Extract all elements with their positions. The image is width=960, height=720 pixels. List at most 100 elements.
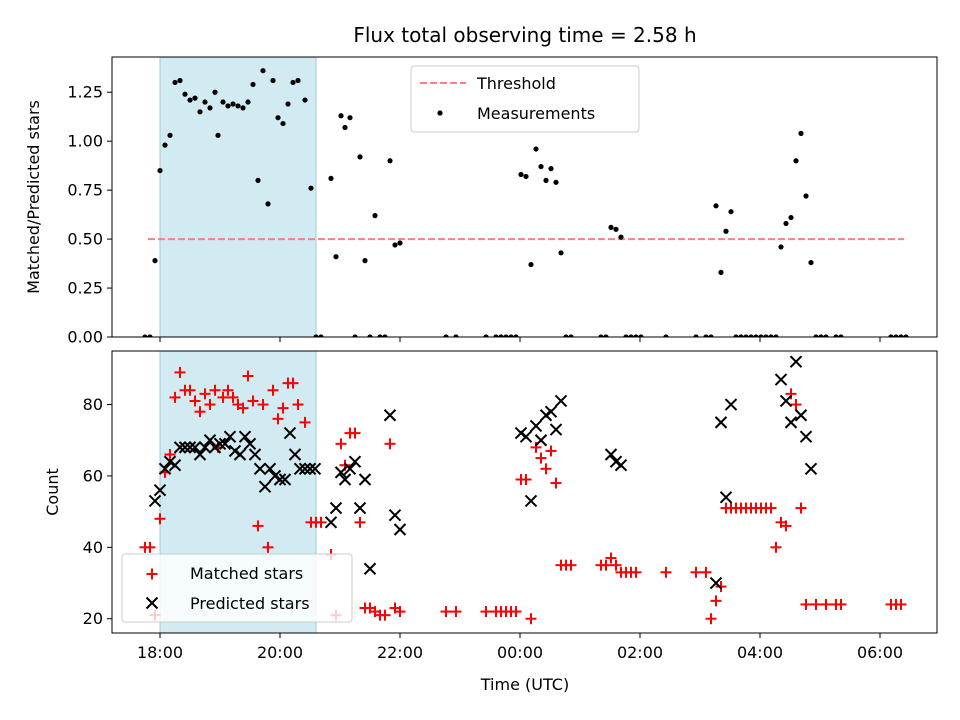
predicted-point — [293, 462, 307, 476]
top-y-axis: 0.00 0.25 0.50 0.75 1.00 1.25 — [67, 83, 112, 347]
predicted-point — [178, 441, 192, 454]
matched-point — [550, 477, 562, 489]
series-predicted-stars — [148, 355, 818, 590]
measurement-point — [508, 334, 514, 337]
matched-point — [267, 384, 279, 396]
measurement-point — [898, 334, 904, 337]
measurement-point — [147, 334, 153, 337]
y-tick-label: 0.25 — [67, 279, 103, 298]
y-tick-label: 80 — [83, 395, 103, 414]
measurement-point — [528, 261, 534, 268]
matched-point — [354, 516, 366, 528]
matched-point — [765, 502, 777, 514]
measurement-point — [177, 77, 183, 84]
top-legend-box — [410, 65, 640, 133]
predicted-point — [549, 423, 563, 436]
measurement-point — [693, 334, 699, 337]
chart-title: Flux total observing time = 2.58 h — [353, 23, 696, 47]
predicted-point — [789, 355, 803, 368]
x-tick-label: 04:00 — [737, 643, 783, 662]
measurement-point — [793, 158, 799, 164]
matched-point — [715, 581, 727, 593]
measurement-point — [513, 334, 519, 337]
matched-point — [209, 384, 221, 396]
measurement-point — [230, 101, 236, 107]
measurement-point — [308, 185, 314, 191]
measurement-point — [377, 334, 383, 337]
measurement-point — [663, 334, 669, 337]
measurement-point — [538, 164, 544, 170]
matched-point — [480, 606, 492, 618]
measurement-point — [382, 334, 388, 337]
measurement-point — [703, 334, 709, 337]
measurement-point — [265, 201, 271, 207]
y-tick-label: 0.50 — [67, 230, 103, 249]
measurement-point — [498, 334, 504, 337]
measurement-point — [503, 334, 509, 337]
matched-point — [705, 613, 717, 625]
measurement-point — [888, 334, 894, 337]
predicted-point — [338, 473, 352, 486]
predicted-point — [774, 373, 788, 386]
measurement-point — [833, 334, 839, 337]
predicted-point — [529, 419, 543, 433]
legend-measurements-label: Measurements — [477, 104, 595, 123]
legend-matched-swatch — [146, 568, 158, 580]
measurement-point — [783, 220, 789, 227]
measurement-point — [763, 334, 769, 337]
measurement-point — [773, 334, 779, 337]
matched-point — [520, 474, 532, 486]
measurement-point — [245, 99, 251, 105]
measurement-point — [367, 334, 373, 337]
measurement-point — [548, 166, 554, 172]
measurement-point — [255, 177, 261, 183]
predicted-point — [183, 441, 197, 454]
matched-point — [349, 427, 361, 439]
top-panel: Flux total observing time = 2.58 h 0.000… — [24, 23, 938, 347]
x-tick-label: 20:00 — [257, 643, 303, 662]
predicted-point — [158, 462, 172, 476]
top-observing-span — [159, 57, 317, 337]
predicted-point — [348, 455, 362, 468]
bottom-plot-frame — [111, 350, 938, 634]
measurement-point — [758, 334, 764, 337]
matched-point — [565, 559, 577, 571]
measurement-point — [613, 226, 619, 232]
x-tick-label: 02:00 — [617, 643, 663, 662]
measurement-point — [728, 209, 734, 215]
measurement-point — [172, 79, 178, 86]
matched-point — [272, 413, 284, 425]
matched-point — [222, 384, 234, 396]
measurement-point — [167, 132, 173, 138]
predicted-point — [233, 448, 247, 461]
matched-point — [227, 391, 239, 403]
measurement-point — [235, 103, 241, 109]
measurement-point — [813, 334, 819, 337]
measurement-point — [182, 91, 188, 97]
matched-point — [169, 391, 181, 403]
measurement-point — [623, 334, 629, 337]
measurement-point — [275, 115, 281, 121]
measurement-point — [788, 214, 794, 221]
measurement-point — [753, 334, 759, 337]
predicted-point — [273, 473, 287, 486]
predicted-point — [363, 562, 377, 575]
top-y-axis-label: Matched/Predicted stars — [24, 100, 43, 294]
measurement-point — [598, 334, 604, 337]
matched-point — [600, 559, 612, 571]
matched-point — [710, 595, 722, 607]
matched-point — [237, 402, 249, 414]
measurement-point — [748, 334, 754, 337]
matched-point — [530, 441, 542, 453]
matched-point — [700, 566, 712, 578]
measurement-point — [187, 97, 193, 103]
measurement-point — [633, 334, 639, 337]
matched-point — [292, 399, 304, 411]
measurement-point — [818, 334, 824, 337]
x-tick-label: 18:00 — [137, 643, 183, 662]
measurement-point — [302, 97, 308, 103]
predicted-point — [173, 441, 187, 454]
predicted-point — [329, 501, 343, 515]
measurement-point — [212, 89, 218, 95]
measurement-point — [893, 334, 899, 337]
